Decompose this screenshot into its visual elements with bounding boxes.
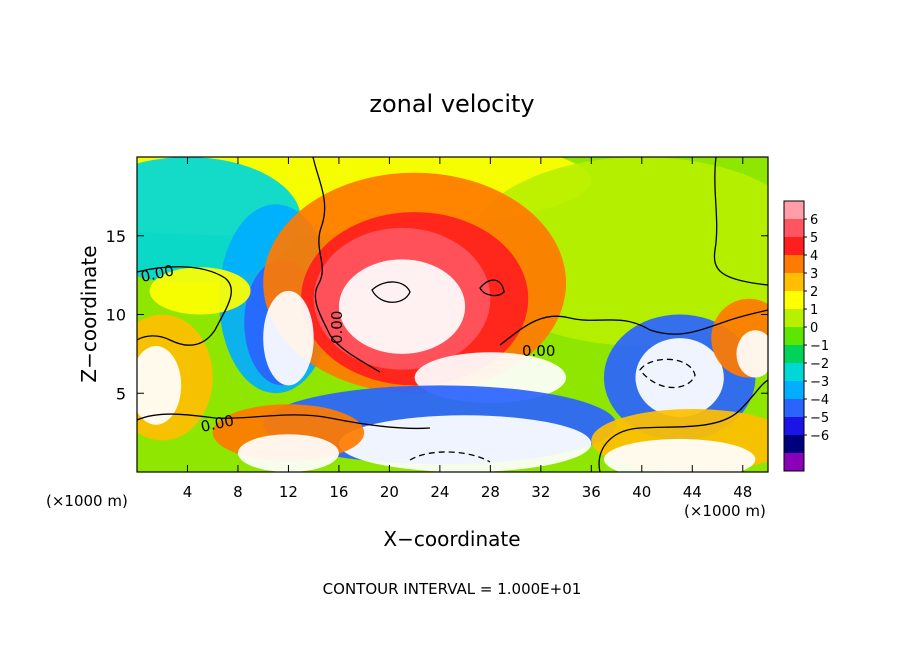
zero-contours bbox=[137, 157, 768, 472]
contour-label: 0.00 bbox=[522, 342, 555, 360]
colorbar-swatch bbox=[784, 417, 804, 436]
zero-contour-line bbox=[371, 281, 411, 303]
colorbar-label: −1 bbox=[810, 339, 829, 354]
x-tick-label: 12 bbox=[279, 483, 298, 501]
velocity-region bbox=[635, 338, 724, 417]
x-unit-left: (×1000 m) bbox=[46, 492, 128, 510]
zero-contour-line bbox=[479, 279, 505, 297]
colorbar-swatch bbox=[784, 363, 804, 382]
colorbar-label: 5 bbox=[810, 231, 818, 246]
chart-title: zonal velocity bbox=[369, 90, 534, 118]
x-tick-label: 28 bbox=[481, 483, 500, 501]
zero-contour-line bbox=[137, 413, 431, 430]
contour-label: 0.00 bbox=[328, 311, 346, 344]
y-axis-label: Z−coordinate bbox=[77, 245, 101, 382]
velocity-region bbox=[338, 259, 466, 354]
colorbar-label: 0 bbox=[810, 321, 818, 336]
colorbar-label: 6 bbox=[810, 213, 818, 228]
zero-contour-line bbox=[499, 309, 768, 346]
colorbar-swatch bbox=[784, 327, 804, 346]
zero-contour-line bbox=[312, 157, 381, 373]
colorbar-label: 4 bbox=[810, 249, 818, 264]
velocity-region bbox=[603, 438, 756, 472]
colorbar-swatch bbox=[784, 273, 804, 292]
negative-contour-line bbox=[639, 358, 696, 388]
contour-interval-note: CONTOUR INTERVAL = 1.000E+01 bbox=[323, 580, 582, 598]
zero-contour-line bbox=[598, 379, 768, 472]
colorbar-swatch bbox=[784, 309, 804, 328]
x-tick-label: 24 bbox=[430, 483, 449, 501]
x-tick-label: 40 bbox=[632, 483, 651, 501]
x-axis-label: X−coordinate bbox=[383, 527, 520, 551]
colorbar-swatch bbox=[784, 381, 804, 400]
x-tick-label: 8 bbox=[233, 483, 243, 501]
x-tick-label: 48 bbox=[733, 483, 752, 501]
colorbar-swatch bbox=[784, 399, 804, 418]
x-tick-label: 32 bbox=[531, 483, 550, 501]
colorbar: 6 5 4 3 2 1 0 −1 −2 −3 −4 −5 −6 bbox=[783, 200, 829, 472]
colorbar-label: −3 bbox=[810, 375, 829, 390]
x-tick-label: 20 bbox=[380, 483, 399, 501]
x-tick-label: 4 bbox=[183, 483, 193, 501]
colorbar-frame bbox=[783, 200, 805, 472]
zero-contour-line bbox=[713, 157, 768, 286]
negative-contour-line bbox=[409, 451, 491, 463]
colorbar-label: −2 bbox=[810, 357, 829, 372]
colorbar-swatch bbox=[784, 255, 804, 274]
y-axis: 5 10 15 bbox=[106, 227, 768, 403]
y-tick-label: 10 bbox=[106, 306, 126, 325]
velocity-region bbox=[736, 330, 768, 378]
colorbar-label: −4 bbox=[810, 393, 829, 408]
y-tick-label: 15 bbox=[106, 227, 126, 246]
colorbar-swatch bbox=[784, 435, 804, 454]
x-tick-label: 16 bbox=[329, 483, 348, 501]
colorbar-swatch bbox=[784, 219, 804, 238]
y-tick-label: 5 bbox=[116, 384, 126, 403]
plot-area: 0.00 0.00 0.00 0.00 bbox=[137, 157, 768, 472]
x-tick-label: 36 bbox=[582, 483, 601, 501]
colorbar-swatch bbox=[784, 453, 804, 472]
colorbar-swatch bbox=[784, 345, 804, 364]
colorbar-label: −5 bbox=[810, 411, 829, 426]
x-axis: 4 8 12 16 20 24 28 32 36 40 44 48 bbox=[183, 157, 752, 501]
velocity-region bbox=[263, 290, 314, 386]
velocity-region bbox=[338, 415, 592, 472]
velocity-region bbox=[237, 434, 339, 472]
colorbar-label: −6 bbox=[810, 429, 829, 444]
velocity-region bbox=[137, 346, 182, 425]
zero-contour-line bbox=[137, 266, 232, 346]
velocity-field bbox=[137, 157, 768, 472]
colorbar-label: 1 bbox=[810, 303, 818, 318]
colorbar-swatch bbox=[784, 201, 804, 220]
x-tick-label: 44 bbox=[683, 483, 702, 501]
colorbar-swatch bbox=[784, 291, 804, 310]
x-unit-right: (×1000 m) bbox=[684, 502, 766, 520]
colorbar-swatch bbox=[784, 237, 804, 256]
colorbar-label: 3 bbox=[810, 267, 818, 282]
colorbar-label: 2 bbox=[810, 285, 818, 300]
